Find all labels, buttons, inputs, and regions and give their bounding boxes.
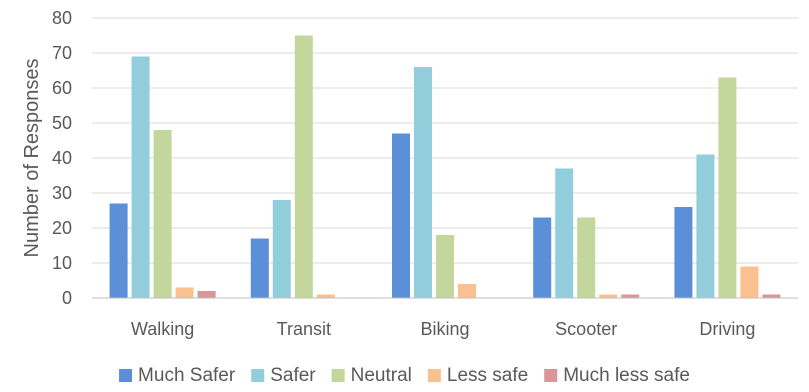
legend-swatch — [427, 369, 441, 382]
bar-walking-safer — [131, 56, 150, 298]
y-tick-label: 20 — [52, 218, 72, 238]
bar-driving-neutral — [718, 77, 737, 298]
y-tick-label: 60 — [52, 78, 72, 98]
y-tick-label: 40 — [52, 148, 72, 168]
bar-transit-less-safe — [316, 294, 335, 298]
bar-biking-safer — [414, 67, 432, 298]
bar-driving-safer — [696, 154, 715, 298]
bar-walking-less-safe — [175, 287, 194, 298]
bar-transit-safer — [272, 200, 291, 298]
bar-biking-much-safer — [392, 133, 410, 298]
bar-biking-less-safe — [458, 284, 476, 298]
legend-label: Much Safer — [138, 365, 236, 386]
y-tick-label: 0 — [62, 288, 72, 308]
x-tick-label: Biking — [420, 319, 469, 339]
bar-scooter-much-safer — [533, 217, 552, 298]
bars — [109, 35, 781, 298]
bar-biking-neutral — [436, 235, 454, 298]
bar-walking-much-safer — [109, 203, 128, 298]
bar-walking-much-less-safe — [197, 291, 216, 298]
bar-scooter-less-safe — [599, 294, 618, 298]
legend-swatch — [119, 369, 133, 382]
y-tick-label: 80 — [52, 8, 72, 28]
x-tick-label: Transit — [277, 319, 331, 339]
legend-item-safer: Safer — [251, 365, 316, 386]
bar-driving-much-safer — [674, 207, 693, 298]
bar-walking-neutral — [153, 130, 172, 298]
bar-driving-much-less-safe — [762, 294, 781, 298]
legend-label: Neutral — [351, 365, 412, 386]
legend-swatch — [544, 369, 558, 382]
legend: Much Safer Safer Neutral Less safe Much less… — [119, 365, 690, 386]
legend-item-much-less-safe: Much less safe — [544, 365, 690, 386]
legend-label: Much less safe — [563, 365, 690, 386]
y-tick-label: 30 — [52, 183, 72, 203]
legend-item-much-safer: Much Safer — [119, 365, 236, 386]
legend-item-neutral: Neutral — [331, 365, 412, 386]
y-axis-title: Number of Responses — [21, 59, 43, 258]
bar-scooter-neutral — [577, 217, 596, 298]
x-tick-label: Driving — [699, 319, 755, 339]
legend-swatch — [251, 369, 265, 382]
bar-scooter-safer — [555, 168, 574, 298]
bar-transit-much-safer — [250, 238, 269, 298]
bar-transit-neutral — [294, 35, 313, 298]
bar-driving-less-safe — [740, 266, 759, 298]
axes: 0 10 20 30 40 50 60 70 80 Walking Transit Biking Sco… — [52, 8, 798, 339]
bar-scooter-much-less-safe — [621, 294, 640, 298]
legend-swatch — [331, 369, 345, 382]
gridlines — [92, 17, 798, 264]
x-tick-label: Walking — [131, 319, 194, 339]
legend-item-less-safe: Less safe — [427, 365, 528, 386]
x-tick-label: Scooter — [555, 319, 617, 339]
legend-label: Less safe — [447, 365, 528, 386]
y-tick-label: 10 — [52, 253, 72, 273]
y-tick-label: 50 — [52, 113, 72, 133]
y-tick-label: 70 — [52, 43, 72, 63]
legend-label: Safer — [270, 365, 316, 386]
